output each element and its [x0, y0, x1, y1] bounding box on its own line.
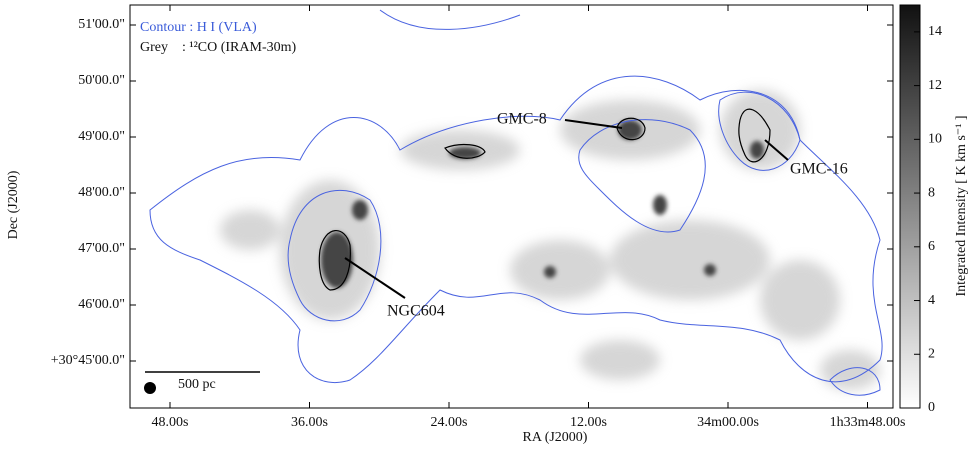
annotation: GMC-8	[497, 111, 547, 128]
colorbar-label: Integrated Intensity [ K km s⁻¹ ]	[954, 115, 969, 296]
x-tick-label: 48.00s	[152, 415, 189, 430]
annotation-line	[564, 119, 623, 129]
legend-entry: Contour : H I (VLA)	[140, 20, 257, 35]
colorbar-tick-label: 2	[928, 346, 935, 361]
y-tick-label: 46'00.0"	[78, 297, 125, 312]
colorbar-tick-label: 8	[928, 185, 935, 200]
x-tick-label: 24.00s	[431, 415, 468, 430]
y-tick-label: 49'00.0"	[78, 129, 125, 144]
image	[149, 9, 883, 396]
y-axis-label: Dec (J2000)	[6, 170, 21, 239]
x-tick-label: 12.00s	[570, 415, 607, 430]
beam	[144, 382, 156, 394]
legend-entry: Grey : ¹²CO (IRAM-30m)	[140, 40, 296, 55]
x-axis-label: RA (J2000)	[523, 430, 588, 445]
annotation-line	[344, 257, 406, 299]
y-tick-label: +30°45'00.0"	[51, 353, 125, 368]
x-tick-label: 36.00s	[291, 415, 328, 430]
scale-bar-label: 500 pc	[178, 377, 216, 392]
colorbar-tick-label: 10	[928, 132, 942, 147]
x-tick-label: 1h33m48.00s	[830, 415, 906, 430]
colorbar-tick-label: 14	[928, 24, 942, 39]
annotation: GMC-16	[790, 161, 848, 178]
colorbar-tick-label: 0	[928, 400, 935, 415]
y-tick-label: 50'00.0"	[78, 73, 125, 88]
x-tick-label: 34m00.00s	[697, 415, 759, 430]
colorbar-tick-label: 12	[928, 78, 942, 93]
y-tick-label: 47'00.0"	[78, 241, 125, 256]
annotation: NGC604	[387, 303, 445, 320]
plot-frame	[129, 4, 894, 409]
colorbar-tick-label: 6	[928, 239, 935, 254]
colorbar-tick-label: 4	[928, 293, 935, 308]
annotation-line	[764, 139, 789, 161]
y-tick-label: 51'00.0"	[78, 17, 125, 32]
colorbar	[899, 4, 921, 409]
y-tick-label: 48'00.0"	[78, 185, 125, 200]
